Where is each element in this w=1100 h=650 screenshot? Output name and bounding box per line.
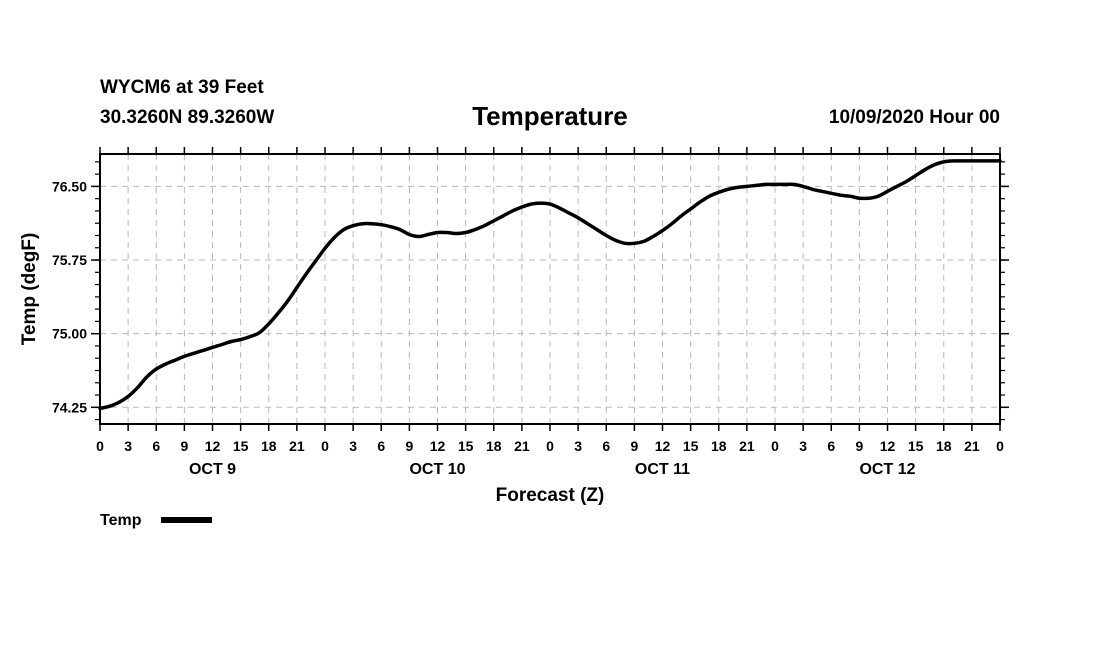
grid-lines: [100, 154, 1000, 424]
x-tick-label: 9: [630, 438, 638, 454]
x-tick-label: 0: [771, 438, 779, 454]
x-tick-label: 6: [827, 438, 835, 454]
x-tick-label: 3: [124, 438, 132, 454]
x-tick-label: 15: [683, 438, 699, 454]
x-tick-label: 18: [711, 438, 727, 454]
x-tick-label: 0: [321, 438, 329, 454]
x-tick-label: 12: [655, 438, 671, 454]
legend-label: Temp: [100, 512, 142, 529]
y-tick-label: 75.00: [52, 326, 87, 342]
temp-series-line: [98, 159, 1002, 411]
y-tick-label: 74.25: [52, 399, 87, 415]
x-tick-label: 9: [180, 438, 188, 454]
legend-swatch: [161, 517, 212, 523]
x-tick-label: 0: [546, 438, 554, 454]
x-tick-label: 9: [855, 438, 863, 454]
x-tick-label: 12: [430, 438, 446, 454]
x-tick-label: 15: [233, 438, 249, 454]
x-tick-label: 18: [486, 438, 502, 454]
station-label: WYCM6 at 39 Feet: [100, 77, 264, 98]
x-tick-label: 21: [964, 438, 980, 454]
x-tick-label: 9: [405, 438, 413, 454]
x-day-label: OCT 9: [189, 461, 236, 478]
y-tick-label: 75.75: [52, 252, 87, 268]
x-tick-label: 12: [880, 438, 896, 454]
x-day-label: OCT 10: [409, 461, 465, 478]
x-tick-label: 18: [936, 438, 952, 454]
x-tick-label: 21: [739, 438, 755, 454]
y-tick-label: 76.50: [52, 178, 87, 194]
x-tick-label: 12: [205, 438, 221, 454]
y-axis-title: Temp (degF): [19, 233, 40, 346]
x-day-label: OCT 11: [635, 461, 690, 478]
x-tick-label: 0: [96, 438, 104, 454]
run-time-label: 10/09/2020 Hour 00: [828, 107, 1000, 128]
x-tick-label: 6: [602, 438, 610, 454]
chart-title: Temperature: [472, 101, 628, 131]
x-tick-label: 3: [349, 438, 357, 454]
x-tick-label: 18: [261, 438, 277, 454]
x-axis-title: Forecast (Z): [496, 485, 605, 506]
coordinates-label: 30.3260N 89.3260W: [100, 107, 275, 128]
x-tick-label: 3: [799, 438, 807, 454]
x-tick-label: 21: [289, 438, 305, 454]
x-tick-label: 6: [377, 438, 385, 454]
x-tick-label: 3: [574, 438, 582, 454]
x-tick-label: 21: [514, 438, 530, 454]
x-tick-label: 0: [996, 438, 1004, 454]
x-tick-label: 15: [458, 438, 474, 454]
axes: 0 3 6 9 12 15 18 21 0 3 6 9 12 15 18 21 0 3 6 9 12 15 18 21 0 3 6 9…: [52, 147, 1009, 478]
x-tick-label: 6: [152, 438, 160, 454]
x-tick-label: 15: [908, 438, 924, 454]
x-day-label: OCT 12: [859, 461, 915, 478]
